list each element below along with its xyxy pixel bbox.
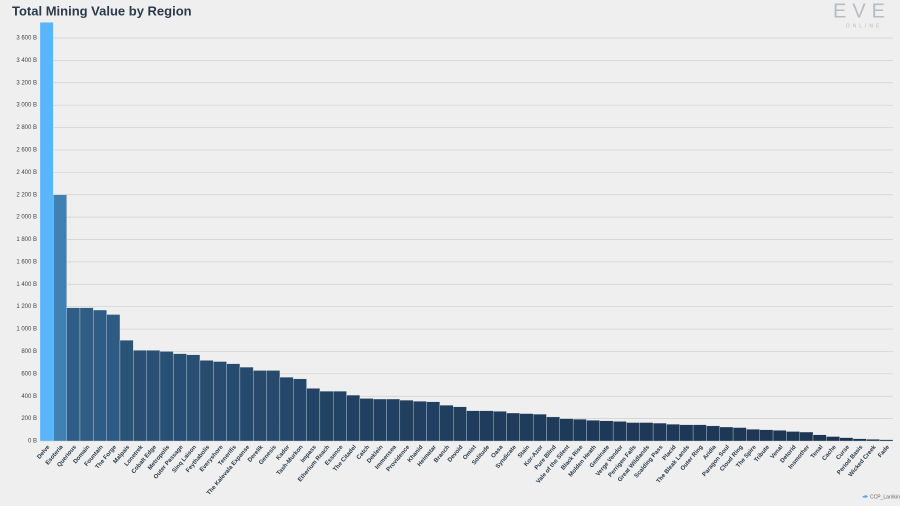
bar <box>39 22 54 442</box>
bar <box>293 378 307 442</box>
bar <box>839 437 854 442</box>
bar <box>373 398 387 442</box>
bar <box>706 425 720 442</box>
bar <box>879 439 894 442</box>
x-tick-label: Cache <box>822 444 839 462</box>
credit: CCP_Larrikin <box>870 494 900 500</box>
y-tick-label: 2 800 B <box>16 125 37 131</box>
bar <box>532 413 547 442</box>
bar <box>746 429 760 442</box>
bar <box>173 353 187 442</box>
bar <box>133 350 147 442</box>
y-tick-label: 1 000 B <box>16 327 37 333</box>
bar <box>626 422 640 442</box>
bar <box>453 406 467 442</box>
bar <box>812 434 827 442</box>
y-tick-label: 200 B <box>21 416 37 422</box>
bar <box>519 413 534 442</box>
bar <box>186 354 201 442</box>
y-tick-label: 3 600 B <box>16 36 37 42</box>
bar <box>466 410 480 442</box>
x-tick-label: Fade <box>877 444 891 459</box>
bar <box>719 426 734 442</box>
bar <box>786 431 800 442</box>
bar <box>666 424 680 442</box>
y-tick-label: 400 B <box>21 394 37 400</box>
bar <box>199 360 214 442</box>
bar <box>546 416 560 442</box>
bar <box>759 429 774 442</box>
bar <box>106 314 121 442</box>
bar <box>159 351 174 442</box>
y-tick-label: 1 400 B <box>16 282 37 288</box>
bar <box>559 418 574 442</box>
y-tick-label: 2 600 B <box>16 148 37 154</box>
y-tick-label: 3 400 B <box>16 58 37 64</box>
y-tick-label: 2 200 B <box>16 192 37 198</box>
bar <box>359 398 374 442</box>
y-tick-label: 600 B <box>21 371 37 377</box>
y-tick-label: 0 B <box>28 439 37 445</box>
x-tick-label: Tribute <box>754 444 772 464</box>
bar <box>319 391 334 442</box>
bar <box>572 419 587 442</box>
bar <box>612 421 627 442</box>
bar <box>772 430 787 442</box>
bar <box>652 422 667 442</box>
y-tick-label: 1 200 B <box>16 304 37 310</box>
bar <box>79 307 94 442</box>
bar <box>506 412 520 442</box>
logo-subtitle: ONLINE <box>846 23 883 29</box>
bird-icon <box>862 495 868 498</box>
bar <box>53 194 67 442</box>
logo: EVE <box>833 0 891 22</box>
bar <box>279 377 294 442</box>
bar <box>479 410 494 442</box>
bar <box>493 411 507 442</box>
bar <box>799 431 814 442</box>
bar <box>239 366 254 442</box>
y-tick-label: 2 400 B <box>16 170 37 176</box>
y-tick-label: 800 B <box>21 349 37 355</box>
bar <box>213 361 227 442</box>
bar <box>119 340 134 442</box>
bar <box>426 401 440 442</box>
bar <box>599 420 614 442</box>
bar <box>692 424 707 442</box>
bar <box>866 439 880 442</box>
bar <box>826 436 840 442</box>
bar <box>306 388 321 442</box>
bar <box>266 370 281 442</box>
bar <box>413 401 427 442</box>
y-tick-label: 2 000 B <box>16 215 37 221</box>
bar <box>639 422 654 442</box>
bar <box>679 424 694 442</box>
bar <box>333 391 347 442</box>
bar <box>346 394 361 442</box>
bar <box>439 405 454 442</box>
bar <box>586 420 600 442</box>
y-tick-label: 3 200 B <box>16 80 37 86</box>
y-tick-label: 3 000 B <box>16 103 37 109</box>
bar <box>732 427 747 442</box>
bar <box>93 309 107 442</box>
bar <box>852 438 867 442</box>
bar <box>253 370 267 442</box>
bar <box>226 363 241 442</box>
bar <box>66 307 81 442</box>
y-tick-label: 1 800 B <box>16 237 37 243</box>
bar <box>386 398 401 442</box>
chart-title: Total Mining Value by Region <box>12 3 192 18</box>
bar <box>146 350 161 442</box>
bar <box>399 399 414 442</box>
y-tick-label: 1 600 B <box>16 259 37 265</box>
